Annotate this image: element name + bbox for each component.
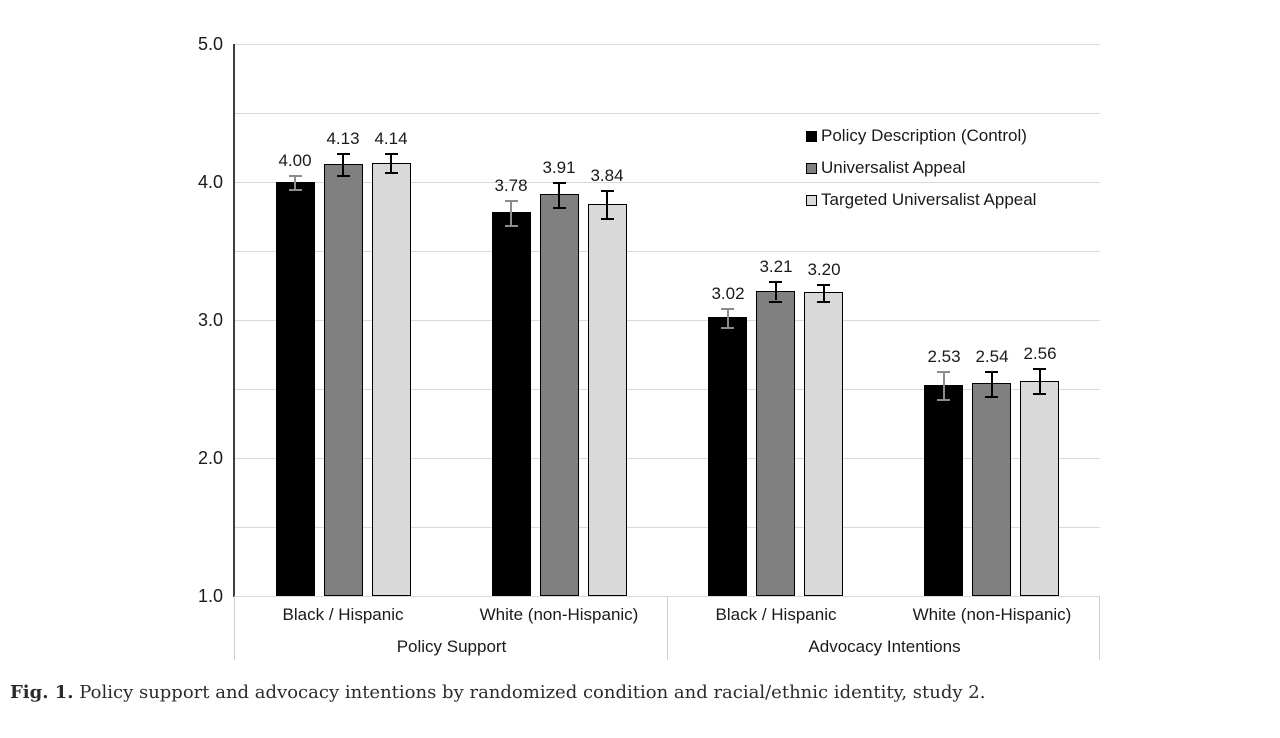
group-label: Policy Support [396,637,507,656]
bar [540,194,579,596]
error-bar-cap [937,399,950,401]
error-bar-cap [985,371,998,373]
error-bar-cap [553,182,566,184]
bar [924,385,963,596]
legend-swatch-icon [806,130,817,142]
error-bar-cap [289,175,302,177]
category-divider [234,596,235,660]
error-bar [943,371,945,399]
error-bar-cap [337,175,350,177]
gridline [235,458,1100,459]
error-bar [991,371,993,396]
error-bar [294,175,296,189]
error-bar [727,308,729,327]
plot-area: 5.0 4.0 3.0 2.0 1.0 4.00 3.78 3.02 2.53 4.13 3.91 3… [197,34,1100,660]
gridline [235,527,1100,528]
bar [276,182,315,596]
caption-label: Fig. 1. [10,682,74,703]
error-bar-cap [385,153,398,155]
error-bar-cap [721,327,734,329]
y-tick-label: 2.0 [197,448,223,468]
bar [492,212,531,596]
y-axis-line [233,44,235,597]
chart-legend: Policy Description (Control) Universalist… [806,120,1036,216]
bar-value-label: 3.20 [807,260,841,279]
gridline [235,113,1100,114]
bar [804,292,843,596]
error-bar [510,200,512,225]
bar-value-label: 2.56 [1023,344,1057,363]
error-bar-cap [601,190,614,192]
legend-item: Targeted Universalist Appeal [806,184,1036,216]
error-bar-cap [817,301,830,303]
error-bar-cap [817,284,830,286]
legend-label: Universalist Appeal [821,158,966,177]
error-bar [823,284,825,301]
error-bar [606,190,608,218]
category-label: Black / Hispanic [282,605,404,624]
bar-value-label: 4.13 [326,129,360,148]
bar [972,383,1011,596]
legend-item: Policy Description (Control) [806,120,1036,152]
error-bar-cap [505,200,518,202]
error-bar [775,281,777,300]
bar [1020,381,1059,596]
bar-value-label: 3.21 [759,257,793,276]
category-label: White (non-Hispanic) [479,605,639,624]
bar-value-label: 3.84 [590,166,624,185]
error-bar [558,182,560,207]
bar [708,317,747,596]
y-tick-label: 5.0 [197,34,223,54]
legend-swatch-icon [806,194,817,206]
legend-label: Policy Description (Control) [821,126,1027,145]
error-bar-cap [1033,368,1046,370]
y-tick-label: 3.0 [197,310,223,330]
error-bar-cap [601,218,614,220]
error-bar-cap [385,172,398,174]
error-bar-cap [721,308,734,310]
figure-caption: Fig. 1. Policy support and advocacy inte… [10,681,1270,705]
bar-value-label: 3.91 [542,158,576,177]
error-bar-cap [985,396,998,398]
legend-item: Universalist Appeal [806,152,1036,184]
caption-text: Policy support and advocacy intentions b… [73,682,986,703]
gridline [235,251,1100,252]
error-bar-cap [1033,393,1046,395]
error-bar-cap [769,281,782,283]
bar-value-label: 3.78 [494,176,528,195]
bar-value-label: 4.14 [374,129,408,148]
y-tick-label: 4.0 [197,172,223,192]
category-label: Black / Hispanic [715,605,837,624]
bar [756,291,795,596]
bar [324,164,363,596]
category-label: White (non-Hispanic) [912,605,1072,624]
error-bar-cap [937,371,950,373]
group-label: Advocacy Intentions [808,637,961,656]
category-divider [667,596,668,660]
gridline [235,44,1100,45]
bar-chart: 5.0 4.0 3.0 2.0 1.0 4.00 3.78 3.02 2.53 4.13 3.91 3… [197,34,1100,660]
bar-value-label: 2.53 [927,347,961,366]
category-divider [1099,596,1100,660]
gridline [235,182,1100,183]
error-bar-cap [289,189,302,191]
legend-label: Targeted Universalist Appeal [821,190,1037,209]
y-tick-label: 1.0 [197,586,223,606]
error-bar [390,153,392,172]
error-bar-cap [769,301,782,303]
gridline [235,320,1100,321]
error-bar-cap [553,207,566,209]
bar-value-label: 3.02 [711,284,745,303]
bar [372,163,411,596]
bar-value-label: 4.00 [278,151,312,170]
bar [588,204,627,596]
bar-value-label: 2.54 [975,347,1009,366]
error-bar-cap [337,153,350,155]
error-bar [1039,368,1041,393]
gridline [235,389,1100,390]
error-bar-cap [505,225,518,227]
error-bar [342,153,344,175]
legend-swatch-icon [806,162,817,174]
